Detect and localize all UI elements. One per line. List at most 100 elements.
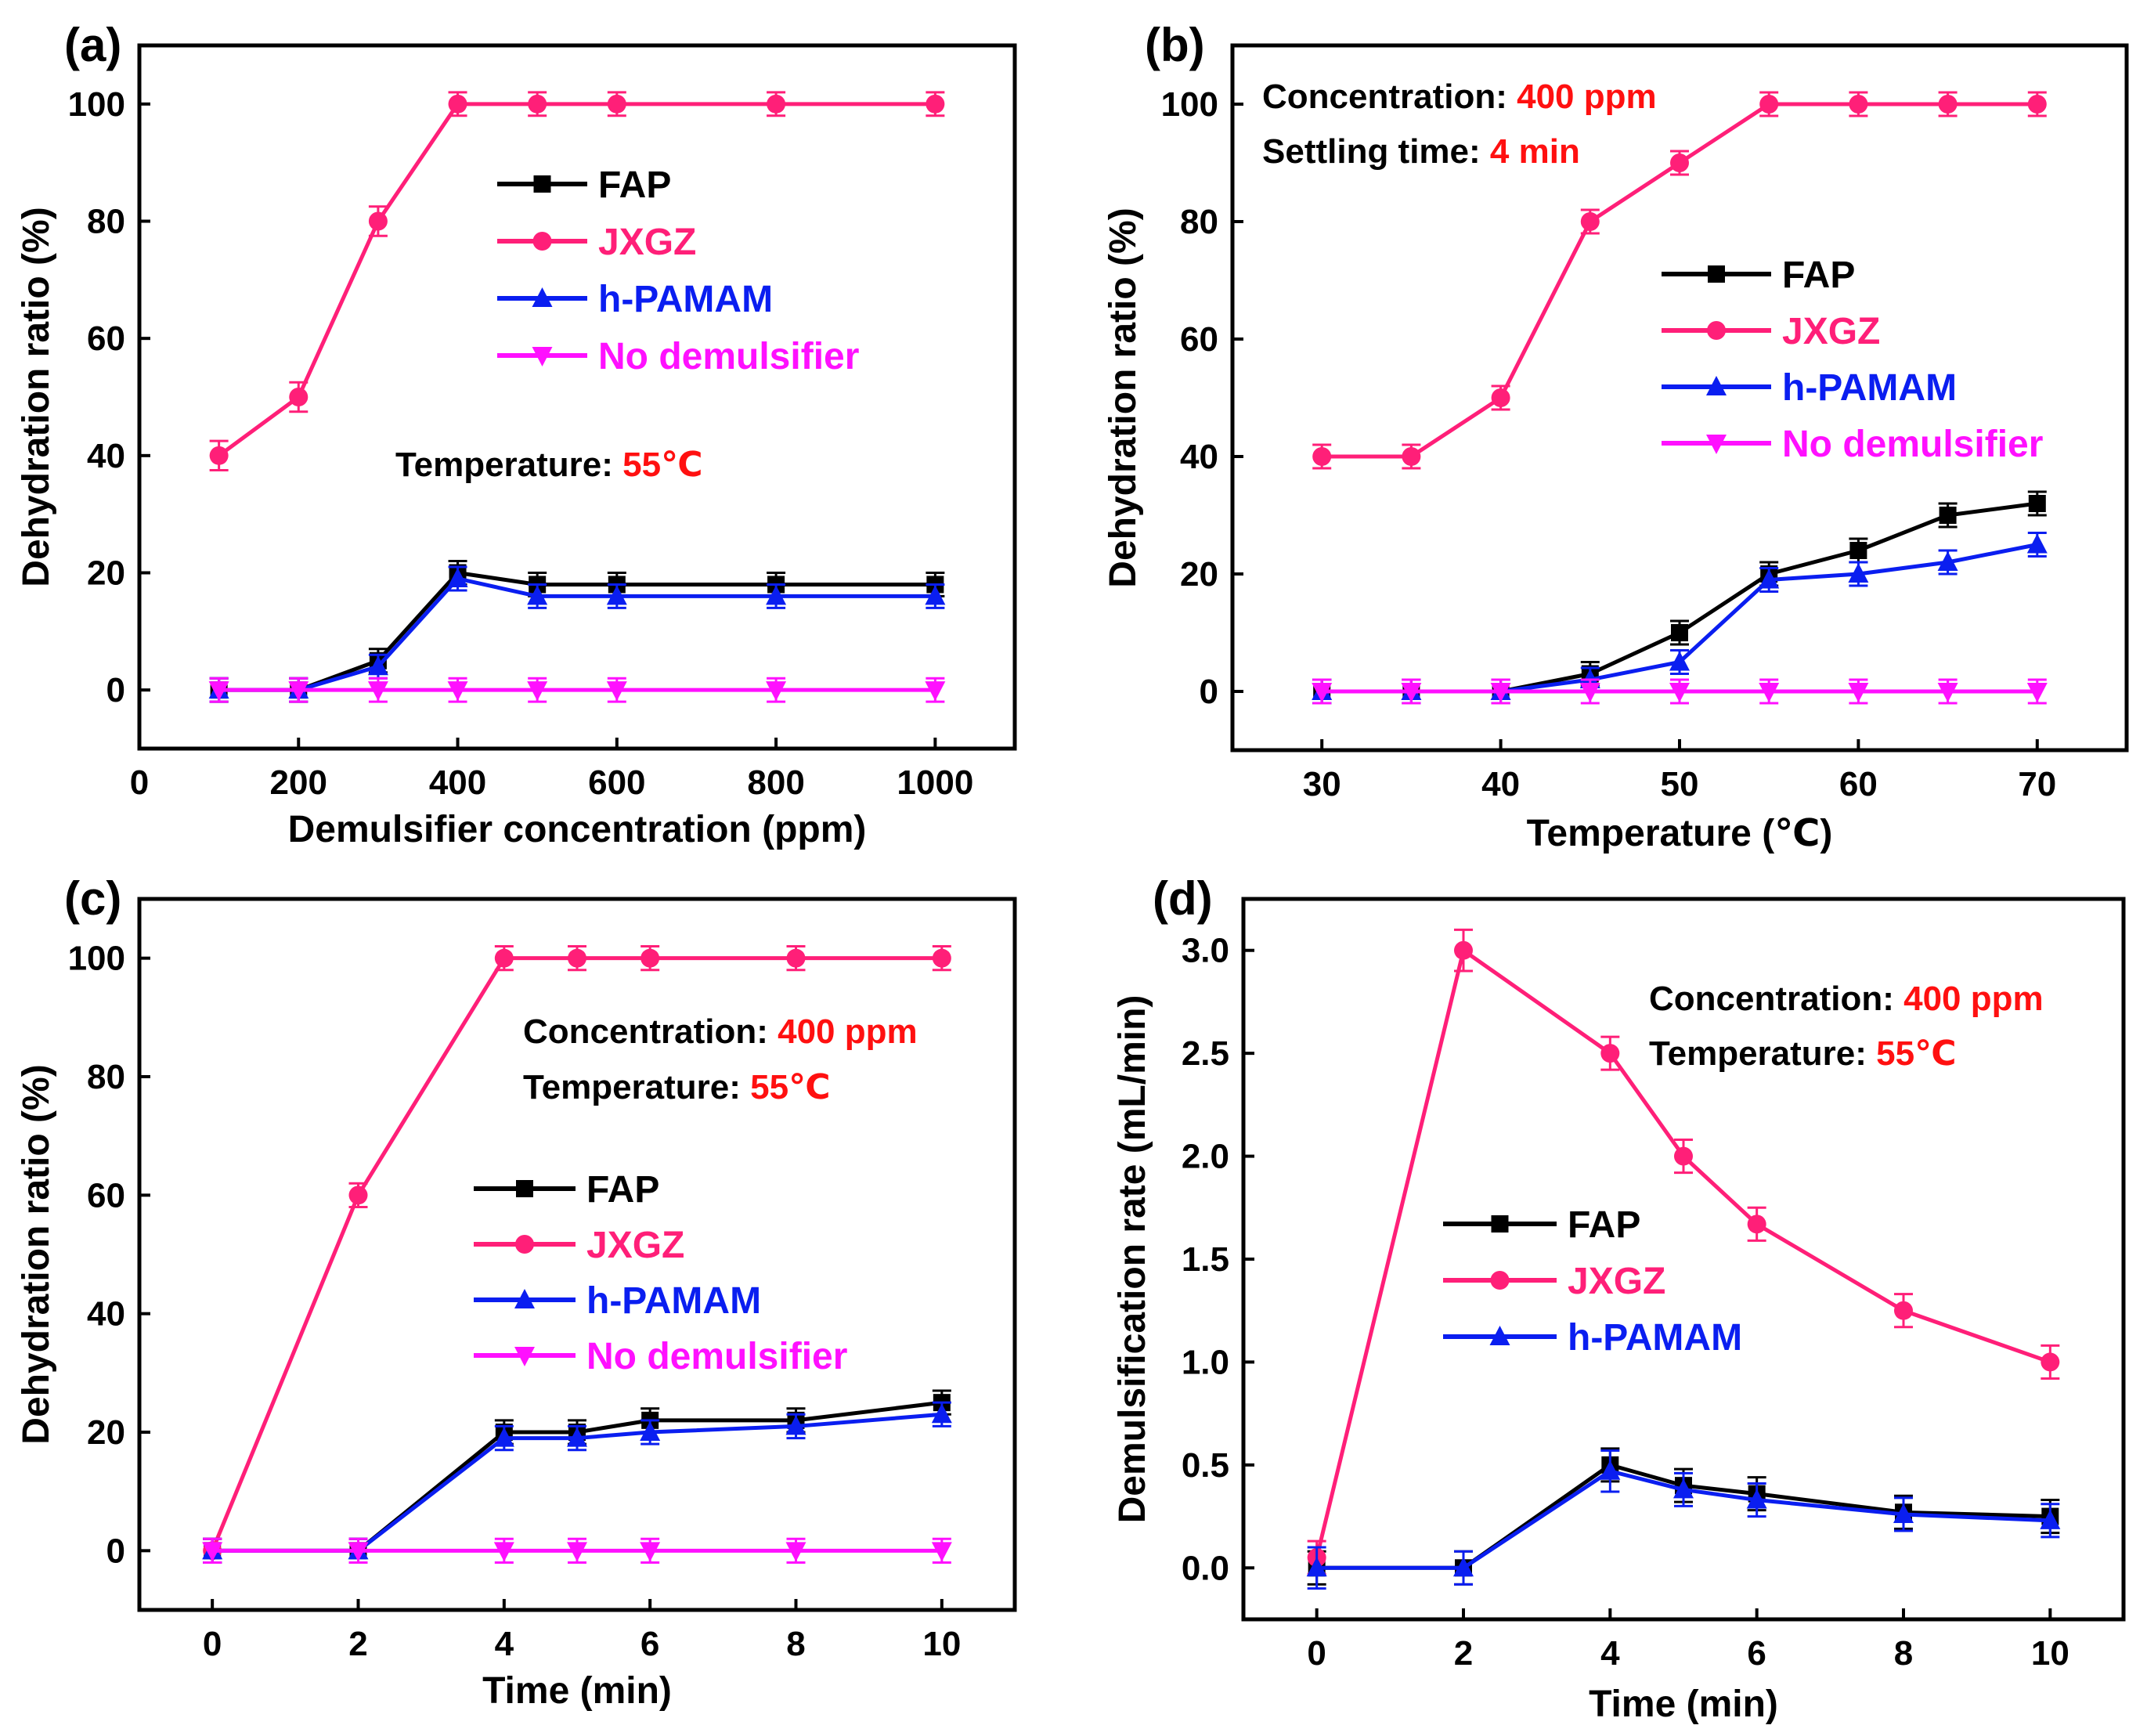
x-tick-label: 8 xyxy=(786,1625,805,1663)
x-tick-label: 2 xyxy=(1454,1634,1473,1673)
y-tick-label: 1.0 xyxy=(1182,1343,1229,1381)
annotation-value: 55℃ xyxy=(1876,1034,1956,1073)
x-tick-label: 70 xyxy=(2018,765,2056,803)
y-tick-label: 0.0 xyxy=(1182,1549,1229,1587)
plot-frame xyxy=(137,43,1017,751)
data-point xyxy=(527,585,548,605)
annotation-value: 400 ppm xyxy=(1517,78,1657,116)
data-point xyxy=(1759,95,1779,114)
x-tick-label: 0 xyxy=(130,763,149,802)
x-tick-label: 60 xyxy=(1839,765,1878,803)
data-point xyxy=(348,1186,368,1205)
annotation-label: Temperature: xyxy=(523,1068,750,1106)
x-tick-label: 30 xyxy=(1303,765,1341,803)
data-point xyxy=(766,681,787,702)
data-point xyxy=(2041,1352,2060,1372)
data-point xyxy=(1669,683,1690,702)
y-tick-label: 100 xyxy=(68,85,125,124)
legend: FAP JXGZ h-PAMAM No demulsifier xyxy=(497,164,859,377)
legend-entry: No demulsifier xyxy=(1782,424,2043,465)
data-point xyxy=(1937,683,1958,702)
x-tick-label: 1000 xyxy=(897,763,973,802)
annotation: Concentration: 400 ppm xyxy=(1262,78,1657,116)
series-line xyxy=(218,576,936,692)
data-point xyxy=(1848,563,1869,583)
data-point xyxy=(1312,683,1333,702)
y-tick-label: 80 xyxy=(87,1058,125,1096)
data-point xyxy=(1453,1557,1474,1577)
y-axis-label: Demulsification rate (mL/min) xyxy=(1112,995,1153,1524)
annotation-value: 400 ppm xyxy=(1903,980,2044,1018)
legend-marker xyxy=(532,287,553,307)
x-tick-label: 4 xyxy=(495,1625,514,1663)
data-point xyxy=(1849,95,1868,114)
data-point xyxy=(785,1542,806,1562)
data-point xyxy=(288,681,309,702)
data-point xyxy=(1670,153,1689,172)
data-point xyxy=(1939,507,1957,524)
legend-entry: JXGZ xyxy=(1782,311,1880,352)
data-point xyxy=(1600,1044,1620,1063)
x-tick-label: 600 xyxy=(588,763,645,802)
annotation-value: 4 min xyxy=(1490,132,1580,171)
series-layer xyxy=(208,91,946,703)
legend-marker xyxy=(1706,376,1727,395)
x-tick-label: 6 xyxy=(640,1625,659,1663)
legend-entry: JXGZ xyxy=(586,1225,684,1266)
data-point xyxy=(2028,495,2046,512)
data-point xyxy=(1669,651,1690,671)
y-tick-label: 0.5 xyxy=(1182,1446,1229,1485)
data-point xyxy=(1893,1503,1914,1523)
data-point xyxy=(766,585,787,605)
data-point xyxy=(1674,1146,1693,1166)
data-point xyxy=(925,585,946,605)
y-tick-label: 2.5 xyxy=(1182,1034,1229,1073)
data-point xyxy=(209,446,229,465)
panel-label: (a) xyxy=(64,19,121,71)
annotations: Concentration: 400 ppm Settling time: 4 m… xyxy=(1262,78,1657,171)
data-point xyxy=(1747,1214,1766,1234)
data-point xyxy=(767,94,786,114)
legend-marker xyxy=(1707,321,1726,340)
data-point xyxy=(447,567,468,587)
y-tick-label: 1.5 xyxy=(1182,1240,1229,1279)
x-tick-label: 0 xyxy=(1307,1634,1326,1673)
data-point xyxy=(348,1542,369,1562)
data-point xyxy=(208,681,229,702)
y-axis-label: Dehydration ratio (%) xyxy=(16,1064,57,1444)
x-tick-label: 40 xyxy=(1481,765,1520,803)
y-axis-label: Dehydration ratio (%) xyxy=(1102,208,1144,587)
data-point xyxy=(1759,683,1780,702)
legend-entry: FAP xyxy=(598,164,671,206)
y-tick-label: 80 xyxy=(87,203,125,241)
legend-marker xyxy=(1708,265,1725,283)
data-point xyxy=(367,655,388,676)
annotation: Temperature: 55℃ xyxy=(1649,1034,1956,1073)
data-point xyxy=(1849,542,1867,559)
data-point xyxy=(1759,568,1780,589)
data-point xyxy=(202,1542,223,1562)
data-point xyxy=(931,1542,952,1562)
data-point xyxy=(367,681,388,702)
legend-marker xyxy=(516,1180,533,1197)
data-point xyxy=(640,1421,661,1441)
data-point xyxy=(1600,1460,1621,1480)
annotation-label: Temperature: xyxy=(395,446,622,484)
data-point xyxy=(1746,1489,1767,1509)
series-layer xyxy=(1312,91,2048,705)
data-point xyxy=(1937,551,1958,571)
series-h-pamam xyxy=(1306,1449,2061,1590)
data-point xyxy=(493,1427,514,1447)
y-tick-label: 60 xyxy=(87,1176,125,1214)
legend-marker xyxy=(1489,1326,1510,1345)
data-point xyxy=(494,948,514,968)
series-jxgz xyxy=(209,91,945,472)
y-tick-label: 20 xyxy=(87,554,125,593)
data-point xyxy=(1402,447,1421,466)
x-axis-label: Time (min) xyxy=(1589,1684,1778,1725)
legend-entry: No demulsifier xyxy=(586,1336,847,1377)
data-point xyxy=(2027,95,2047,114)
data-point xyxy=(932,948,951,968)
